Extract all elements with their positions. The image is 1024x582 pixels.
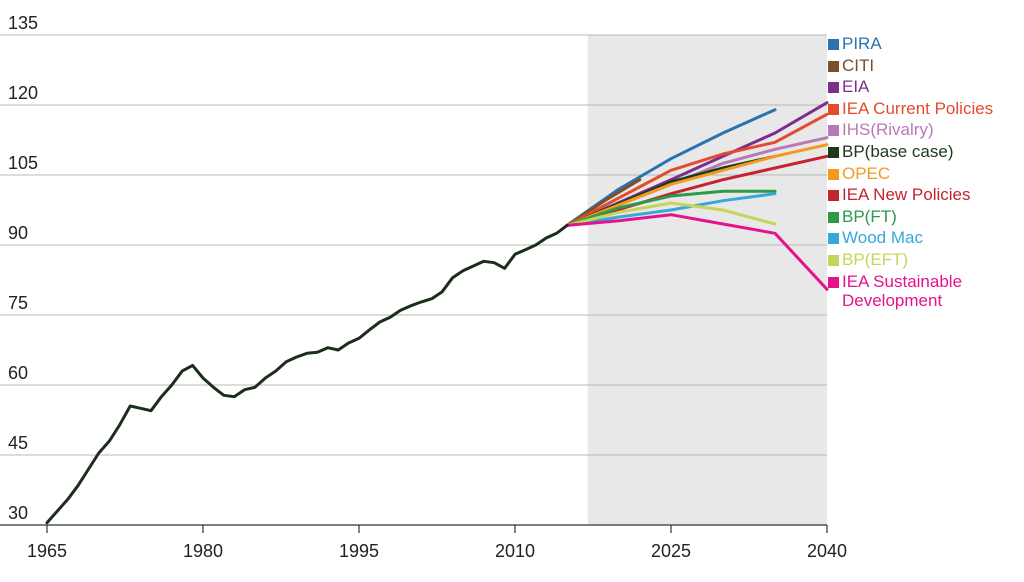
legend-swatch <box>828 82 839 94</box>
legend-swatch <box>828 146 839 158</box>
legend-label: BP(FT) <box>842 206 897 226</box>
series-line-wood-mac <box>565 192 777 227</box>
y-tick-label: 120 <box>8 83 38 103</box>
projection-shade <box>587 35 827 525</box>
historical-line <box>45 223 569 525</box>
legend-swatch <box>828 211 839 223</box>
legend-swatch <box>828 168 839 180</box>
series-line-bp-ft <box>565 189 777 227</box>
legend-label: Wood Mac <box>842 228 923 248</box>
y-tick-label: 30 <box>8 503 28 523</box>
legend-label: IEA Sustainable Development <box>842 271 963 310</box>
legend-label: BP(base case) <box>842 141 954 161</box>
legend-item: PIRA <box>828 34 993 56</box>
y-tick-label: 60 <box>8 363 28 383</box>
legend-item: IEA New Policies <box>828 185 993 207</box>
y-tick-label: 90 <box>8 223 28 243</box>
legend-label: IHS(Rivalry) <box>842 120 934 140</box>
legend-swatch <box>828 276 839 288</box>
legend-label: IEA Current Policies <box>842 98 994 118</box>
legend-label: BP(EFT) <box>842 249 909 269</box>
x-tick-label: 1980 <box>183 541 223 561</box>
legend-item: EIA <box>828 77 993 99</box>
legend-swatch <box>828 233 839 245</box>
legend: PIRA CITI EIA IEA Current Policies IHS(Rival… <box>828 34 993 310</box>
legend-item: BP(base case) <box>828 142 993 164</box>
legend-item: Wood Mac <box>828 228 993 250</box>
legend-swatch <box>828 39 839 50</box>
legend-item: BP(EFT) <box>828 250 993 272</box>
series-line-bp-eft <box>565 201 777 227</box>
legend-label: CITI <box>842 55 875 75</box>
legend-item: CITI <box>828 56 993 78</box>
x-tick-label: 1965 <box>27 541 67 561</box>
y-tick-label: 105 <box>8 153 38 173</box>
y-tick-label: 45 <box>8 433 28 453</box>
series-line-opec <box>565 143 829 227</box>
y-tick-label: 75 <box>8 293 28 313</box>
legend-swatch <box>828 125 839 137</box>
legend-item: OPEC <box>828 164 993 186</box>
legend-item: IEA Current Policies <box>828 99 993 121</box>
series-line-iea-sustainable-development <box>565 213 829 291</box>
y-tick-label: 135 <box>8 13 38 33</box>
legend-label: IEA New Policies <box>842 185 971 205</box>
x-tick-label: 2010 <box>495 541 535 561</box>
series-line-iea-current-policies <box>565 112 829 227</box>
legend-swatch <box>828 254 839 266</box>
x-tick-label: 2040 <box>807 541 847 561</box>
legend-item: BP(FT) <box>828 207 993 229</box>
x-tick-label: 1995 <box>339 541 379 561</box>
legend-label: PIRA <box>842 34 882 53</box>
legend-label: EIA <box>842 77 870 97</box>
legend-item: IHS(Rivalry) <box>828 120 993 142</box>
legend-swatch <box>828 60 839 72</box>
legend-swatch <box>828 103 839 115</box>
x-tick-label: 2025 <box>651 541 691 561</box>
legend-item: IEA Sustainable Development <box>828 272 993 310</box>
legend-swatch <box>828 190 839 202</box>
legend-label: OPEC <box>842 163 891 183</box>
